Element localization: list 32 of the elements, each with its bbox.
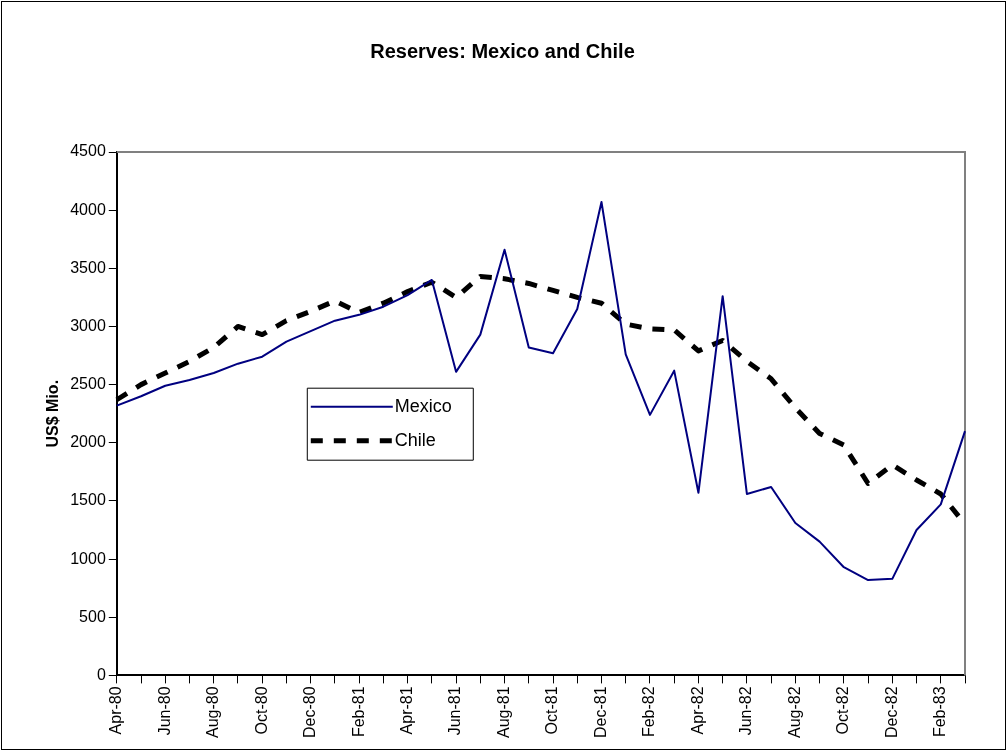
x-tick-label: Oct-80 (252, 686, 270, 735)
y-tick-label: 1000 (70, 549, 106, 567)
x-tick-label: Aug-80 (204, 686, 222, 738)
y-tick-label: 3500 (70, 258, 106, 276)
y-axis-title: US$ Mio. (44, 379, 62, 448)
x-tick-label: Aug-82 (785, 686, 803, 738)
x-tick-label: Aug-81 (494, 686, 512, 738)
y-tick-label: 1500 (70, 491, 106, 509)
x-tick-label: Feb-81 (349, 686, 367, 738)
legend-label: Mexico (394, 395, 452, 416)
y-tick-label: 0 (96, 665, 106, 683)
x-tick-label: Oct-82 (834, 686, 852, 735)
x-tick-label: Feb-82 (640, 686, 658, 738)
x-tick-label: Oct-81 (543, 686, 561, 735)
x-tick-label: Dec-82 (882, 686, 900, 738)
chart-title: Reserves: Mexico and Chile (370, 39, 635, 62)
x-tick-label: Dec-80 (301, 686, 319, 738)
y-tick-label: 4500 (70, 142, 106, 160)
x-tick-label: Jun-80 (155, 686, 173, 736)
y-tick-label: 2000 (70, 433, 106, 451)
y-tick-label: 2500 (70, 375, 106, 393)
y-tick-label: 500 (79, 607, 106, 625)
y-tick-label: 4000 (70, 200, 106, 218)
x-tick-label: Jun-81 (446, 686, 464, 736)
x-tick-label: Apr-82 (688, 686, 706, 735)
y-tick-label: 3000 (70, 316, 106, 334)
x-tick-label: Feb-83 (931, 686, 949, 738)
x-tick-label: Jun-82 (737, 686, 755, 736)
x-tick-label: Apr-80 (107, 686, 125, 735)
x-tick-label: Apr-81 (398, 686, 416, 735)
x-tick-label: Dec-81 (591, 686, 609, 738)
legend-label: Chile (394, 429, 436, 450)
